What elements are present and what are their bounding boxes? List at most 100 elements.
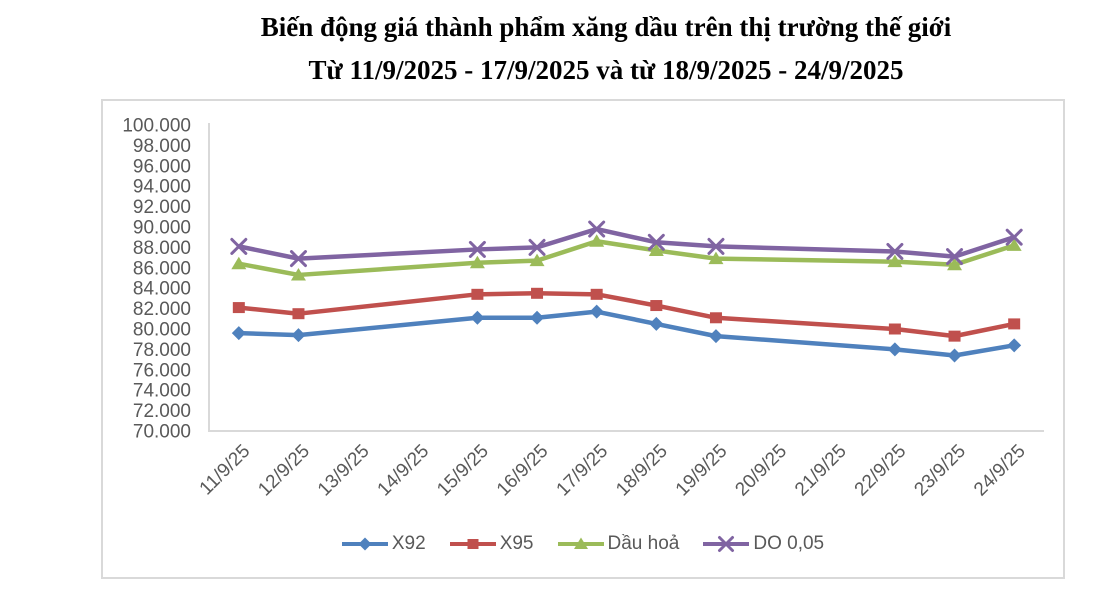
- legend-item-X92: X92: [341, 533, 426, 555]
- diamond-marker-icon: [589, 304, 604, 319]
- x-marker-icon: [647, 233, 665, 251]
- legend-label: X95: [499, 533, 534, 554]
- y-tick-label: 70.000: [133, 422, 191, 443]
- series-line-X95: [236, 291, 1017, 339]
- square-marker-icon: [948, 330, 961, 342]
- x-marker-icon: [289, 250, 307, 268]
- legend-label: DO 0,05: [753, 533, 825, 554]
- y-axis-labels: 100.00098.00096.00094.00092.00090.00088.…: [122, 116, 191, 443]
- diamond-marker-icon: [1007, 338, 1022, 353]
- diamond-marker-icon: [530, 310, 545, 325]
- y-tick-label: 76.000: [133, 360, 191, 381]
- chart-title-line-1: Biến động giá thành phẩm xăng dầu trên t…: [260, 12, 952, 42]
- x-marker-icon: [946, 248, 964, 266]
- y-tick-label: 100.000: [122, 116, 191, 137]
- x-marker-icon: [230, 237, 248, 255]
- triangle-marker-icon: [1006, 238, 1022, 251]
- legend-triangle-icon: [557, 537, 604, 549]
- triangle-marker-icon: [573, 537, 588, 549]
- y-tick-label: 92.000: [133, 197, 191, 218]
- y-tick-label: 78.000: [133, 340, 191, 361]
- x-tick-label: 12/9/25: [254, 441, 314, 501]
- square-marker-icon: [709, 312, 722, 324]
- diamond-marker-icon: [291, 328, 306, 343]
- triangle-marker-icon: [529, 253, 545, 267]
- square-marker-icon: [1008, 318, 1021, 330]
- x-marker-icon: [886, 242, 904, 260]
- diamond-marker-icon: [470, 310, 485, 325]
- x-tick-label: 14/9/25: [374, 441, 434, 501]
- legend-label: X92: [391, 533, 426, 554]
- y-tick-label: 80.000: [133, 320, 191, 341]
- x-tick-label: 22/9/25: [851, 441, 911, 501]
- diamond-marker-icon: [947, 348, 962, 363]
- x-marker-icon: [468, 240, 486, 258]
- square-marker-icon: [590, 288, 603, 300]
- legend-diamond-icon: [341, 537, 388, 551]
- x-tick-label: 24/9/25: [970, 441, 1030, 501]
- x-axis-labels: 11/9/25 12/9/25 13/9/25 14/9/25 15/9/25 16/9/…: [196, 441, 1030, 501]
- y-tick-label: 74.000: [133, 381, 191, 402]
- axis-lines: [208, 123, 1044, 432]
- y-tick-label: 96.000: [133, 156, 191, 177]
- y-tick-label: 82.000: [133, 299, 191, 320]
- y-tick-label: 90.000: [133, 218, 191, 239]
- plot-area: 100.00098.00096.00094.00092.00090.00088.…: [122, 116, 1044, 501]
- y-tick-label: 88.000: [133, 238, 191, 259]
- series-X95: [232, 287, 1021, 342]
- triangle-marker-icon: [648, 243, 664, 256]
- x-tick-label: 15/9/25: [433, 441, 493, 501]
- square-marker-icon: [888, 323, 901, 335]
- series-line-DO 0,05: [236, 226, 1017, 261]
- y-tick-label: 72.000: [133, 401, 191, 422]
- square-marker-icon: [650, 300, 663, 312]
- legend-label: Dầu hoả: [607, 533, 680, 554]
- y-tick-label: 86.000: [133, 258, 191, 279]
- series-line-Dầu hoả: [236, 239, 1017, 278]
- legend-item-X95: X95: [449, 533, 534, 555]
- square-marker-icon: [232, 302, 245, 314]
- y-tick-label: 84.000: [133, 279, 191, 300]
- series-DO 0,05: [230, 220, 1023, 268]
- y-tick-label: 98.000: [133, 136, 191, 157]
- x-marker-icon: [707, 237, 725, 255]
- square-marker-icon: [531, 287, 544, 299]
- square-marker-icon: [467, 539, 479, 549]
- diamond-marker-icon: [358, 537, 372, 551]
- legend-square-icon: [449, 539, 496, 549]
- legend-item-DO 0,05: DO 0,05: [703, 533, 824, 555]
- x-tick-label: 17/9/25: [553, 441, 613, 501]
- square-marker-icon: [471, 288, 484, 300]
- diamond-marker-icon: [887, 342, 902, 357]
- triangle-marker-icon: [589, 234, 605, 247]
- x-tick-label: 23/9/25: [910, 441, 970, 501]
- y-tick-label: 94.000: [133, 177, 191, 198]
- x-tick-label: 20/9/25: [731, 441, 791, 501]
- legend-x-icon: [703, 536, 750, 552]
- triangle-marker-icon: [290, 267, 306, 281]
- triangle-marker-icon: [947, 257, 963, 271]
- series-Dầu hoả: [231, 234, 1022, 281]
- series-X92: [231, 304, 1022, 363]
- x-tick-label: 19/9/25: [672, 441, 732, 501]
- x-marker-icon: [1005, 228, 1023, 246]
- triangle-marker-icon: [708, 251, 724, 265]
- legend-item-Dầu hoả: Dầu hoả: [557, 533, 680, 555]
- diamond-marker-icon: [708, 329, 723, 344]
- x-tick-label: 11/9/25: [196, 441, 255, 500]
- x-tick-label: 18/9/25: [612, 441, 672, 501]
- series-line-X92: [236, 309, 1017, 358]
- diamond-marker-icon: [649, 316, 664, 331]
- triangle-marker-icon: [469, 255, 485, 269]
- triangle-marker-icon: [231, 256, 247, 270]
- x-marker-icon: [718, 536, 735, 552]
- chart-frame[interactable]: 100.000 98.000 96.000 94.000 92.000 90.000 88.…: [101, 99, 1065, 579]
- square-marker-icon: [292, 308, 305, 320]
- chart-title-line-2: Từ 11/9/2025 - 17/9/2025 và từ 18/9/2025…: [308, 55, 904, 85]
- chart-title: Biến động giá thành phẩm xăng dầu trên t…: [100, 6, 1112, 92]
- diamond-marker-icon: [231, 326, 246, 341]
- x-tick-label: 13/9/25: [314, 441, 374, 501]
- x-tick-label: 16/9/25: [493, 441, 553, 501]
- x-tick-label: 21/9/25: [791, 441, 851, 501]
- triangle-marker-icon: [887, 254, 903, 268]
